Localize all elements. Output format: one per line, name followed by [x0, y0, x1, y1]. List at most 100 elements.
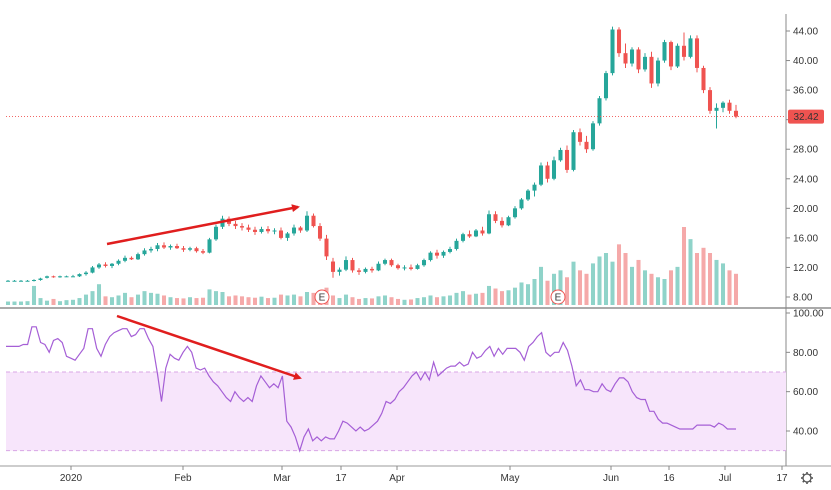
candle-body — [558, 149, 563, 161]
earnings-marker[interactable] — [314, 289, 330, 305]
candle-body — [441, 251, 446, 256]
volume-bar — [408, 299, 414, 305]
volume-bar — [142, 291, 147, 305]
candle-body — [135, 254, 141, 260]
candle-body — [272, 230, 277, 232]
candle-body — [181, 248, 186, 250]
volume-bar — [31, 285, 37, 305]
candle-body — [701, 67, 706, 91]
rsi-tick-label: 60.00 — [793, 387, 818, 398]
volume-bar — [77, 298, 82, 305]
volume-bar — [382, 295, 388, 305]
volume-bar — [532, 279, 537, 305]
price-tick-label: 12.00 — [793, 263, 818, 274]
candle-body — [187, 248, 193, 250]
volume-bar — [688, 239, 693, 305]
candle-body — [77, 274, 82, 277]
volume-bar — [454, 292, 459, 305]
candle-body — [246, 227, 251, 230]
candle-body — [369, 268, 375, 271]
settings-gear-icon[interactable] — [801, 472, 813, 484]
candle-body — [493, 214, 498, 221]
candle-body — [499, 220, 505, 226]
volume-bar — [239, 296, 245, 305]
candle-body — [603, 73, 609, 99]
candle-body — [343, 260, 349, 270]
volume-bar — [161, 295, 167, 305]
time-tick-label: Mar — [273, 473, 291, 484]
volume-bar — [252, 297, 258, 305]
volume-bar — [356, 298, 362, 305]
price-tick-label: 36.00 — [793, 86, 818, 97]
volume-bar — [441, 296, 446, 305]
candle-body — [129, 257, 134, 260]
candle-body — [31, 280, 37, 282]
candle-body — [532, 184, 537, 191]
candle-body — [727, 102, 732, 111]
candle-body — [694, 38, 700, 68]
volume-bar — [350, 297, 355, 305]
candle-body — [252, 229, 258, 232]
candle-body — [83, 272, 89, 275]
candle-body — [18, 280, 24, 282]
candle-body — [571, 132, 576, 170]
volume-bar — [662, 279, 667, 305]
volume-bar — [415, 298, 420, 305]
candle-body — [51, 276, 56, 278]
candle-body — [109, 263, 115, 266]
candle-body — [337, 269, 342, 272]
price-tick-label: 16.00 — [793, 233, 818, 244]
price-tick-label: 24.00 — [793, 174, 818, 185]
candle-body — [168, 246, 173, 248]
candle-body — [681, 45, 687, 57]
volume-bar — [564, 277, 570, 305]
volume-bar — [460, 291, 466, 305]
candle-body — [356, 270, 362, 272]
gear-tooth — [809, 473, 812, 476]
volume-bar — [90, 291, 95, 305]
candle-body — [629, 49, 635, 64]
volume-bar — [311, 292, 316, 305]
volume-bar — [116, 295, 121, 305]
volume-bar — [272, 297, 277, 305]
volume-bar — [616, 244, 622, 305]
volume-bar — [434, 297, 440, 305]
volume-bar — [486, 285, 492, 305]
volume-bar — [109, 297, 115, 305]
volume-bar — [584, 273, 589, 305]
volume-bar — [545, 280, 550, 305]
candle-body — [194, 248, 199, 252]
candle-body — [25, 280, 30, 282]
price-tick-label: 44.00 — [793, 27, 818, 38]
candle-body — [662, 42, 667, 61]
candle-body — [213, 226, 219, 240]
candle-body — [96, 264, 102, 268]
volume-bar — [135, 294, 141, 305]
volume-bar — [675, 266, 680, 305]
volume-bar — [473, 293, 479, 305]
volume-bar — [467, 294, 472, 305]
candle-body — [278, 230, 284, 238]
gear-tooth — [802, 480, 805, 483]
earnings-marker[interactable] — [550, 289, 566, 305]
candle-body — [64, 276, 69, 278]
candle-body — [519, 199, 524, 209]
candle-body — [330, 261, 336, 272]
volume-bar — [213, 291, 219, 305]
volume-bar — [174, 298, 180, 305]
candle-body — [473, 230, 479, 237]
candle-body — [311, 215, 316, 227]
volume-bar — [506, 290, 511, 305]
volume-bar — [168, 297, 173, 305]
candle-body — [577, 132, 583, 142]
candle-body — [103, 264, 108, 266]
rsi-line — [6, 326, 736, 453]
candle-body — [415, 265, 420, 269]
volume-bar — [259, 296, 264, 305]
volume-bar — [246, 297, 251, 305]
candle-body — [655, 60, 661, 84]
candle-body — [408, 267, 414, 269]
volume-bar — [343, 294, 349, 305]
candle-body — [304, 215, 310, 231]
